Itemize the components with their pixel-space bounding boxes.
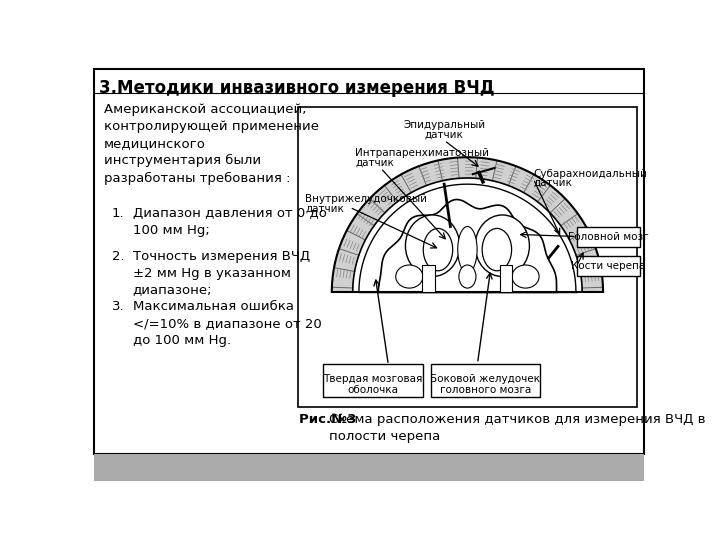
Ellipse shape	[396, 265, 423, 288]
Text: Интрапаренхиматозный: Интрапаренхиматозный	[355, 148, 489, 158]
Text: 2.: 2.	[112, 249, 125, 262]
Bar	[500, 265, 513, 292]
Text: датчик: датчик	[355, 157, 394, 167]
Text: Американской ассоциацией,
контролирующей применение
медицинского
инструментария : Американской ассоциацией, контролирующей…	[104, 103, 319, 185]
Text: Твердая мозговая: Твердая мозговая	[323, 374, 423, 384]
Bar	[94, 454, 644, 481]
Polygon shape	[353, 292, 582, 330]
Text: Головной мозг: Головной мозг	[568, 232, 649, 241]
Polygon shape	[332, 157, 603, 292]
Text: Схема расположения датчиков для измерения ВЧД в
полости черепа: Схема расположения датчиков для измерени…	[329, 413, 705, 443]
Text: Точность измерения ВЧД
±2 мм Hg в указанном
диапазоне;: Точность измерения ВЧД ±2 мм Hg в указан…	[132, 249, 310, 296]
Ellipse shape	[482, 228, 512, 271]
Bar	[577, 256, 640, 276]
Ellipse shape	[512, 265, 539, 288]
Text: 3.: 3.	[112, 300, 125, 313]
Text: датчик: датчик	[425, 130, 464, 139]
Text: Боковой желудочек: Боковой желудочек	[431, 374, 540, 384]
Text: Максимальная ошибка
</=10% в диапазоне от 20
до 100 мм Hg.: Максимальная ошибка </=10% в диапазоне о…	[132, 300, 321, 347]
Bar	[431, 363, 539, 397]
Ellipse shape	[423, 228, 453, 271]
Ellipse shape	[405, 215, 459, 276]
Ellipse shape	[459, 265, 476, 288]
Text: Кости черепа: Кости черепа	[572, 261, 646, 271]
Polygon shape	[353, 178, 582, 292]
Text: датчик: датчик	[305, 204, 344, 213]
Bar	[577, 226, 640, 247]
Text: 3.Методики инвазивного измерения ВЧД: 3.Методики инвазивного измерения ВЧД	[99, 79, 495, 97]
Polygon shape	[378, 204, 557, 292]
Text: 1.: 1.	[112, 207, 125, 220]
Text: датчик: датчик	[534, 178, 572, 188]
Text: Субарахноидальный: Субарахноидальный	[534, 168, 647, 179]
Text: головного мозга: головного мозга	[440, 385, 531, 395]
Text: оболочка: оболочка	[347, 385, 398, 395]
Text: Внутрижелудочковый: Внутрижелудочковый	[305, 194, 428, 204]
Bar	[297, 107, 637, 408]
Ellipse shape	[458, 226, 477, 273]
Text: Эпидуральный: Эпидуральный	[403, 120, 485, 130]
Bar	[423, 265, 435, 292]
Bar	[323, 363, 423, 397]
Text: Рис.№3: Рис.№3	[300, 413, 361, 426]
Ellipse shape	[475, 215, 529, 276]
Text: Диапазон давления от 0 до
100 мм Hg;: Диапазон давления от 0 до 100 мм Hg;	[132, 207, 326, 237]
